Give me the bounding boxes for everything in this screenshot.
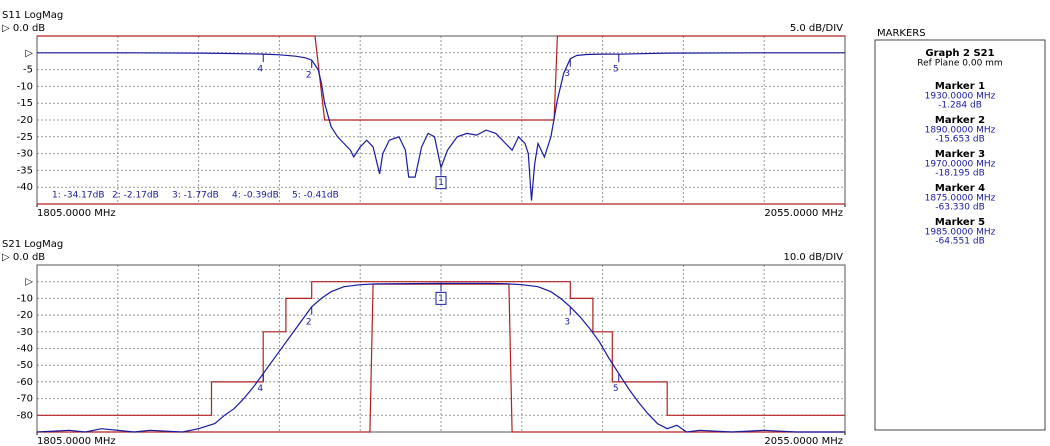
- y-tick-label: -10: [17, 293, 33, 304]
- y-tick-label: -80: [17, 410, 33, 421]
- panel-graph: Graph 2 S21: [925, 48, 994, 59]
- marker-value: -64.551 dB: [935, 237, 985, 247]
- marker-label: 4: [257, 384, 263, 394]
- reference-level: ▷ 0.0 dB: [2, 252, 45, 263]
- marker-name: Marker 3: [935, 149, 985, 160]
- panel-box: [874, 39, 1046, 431]
- marker-label: 1: [438, 294, 444, 304]
- y-tick-label: -20: [17, 115, 33, 126]
- y-tick-label: -15: [17, 98, 33, 109]
- marker-value: -63.330 dB: [935, 203, 985, 213]
- y-tick-label: -40: [17, 182, 33, 193]
- marker-label: 1: [438, 178, 444, 188]
- marker-label: 5: [613, 65, 619, 75]
- reference-level: ▷ 0.0 dB: [2, 23, 45, 34]
- marker-name: Marker 5: [935, 217, 985, 228]
- marker-label: 4: [257, 65, 263, 75]
- trace: [37, 52, 845, 201]
- y-tick-label: -60: [17, 377, 33, 388]
- marker-label: 5: [613, 384, 619, 394]
- marker-name: Marker 1: [935, 81, 985, 92]
- marker-frequency: 1970.0000 MHz: [925, 160, 996, 170]
- y-tick-label: -35: [17, 165, 33, 176]
- marker-label: 2: [306, 71, 312, 81]
- marker-box: [435, 176, 447, 190]
- y-tick-label: ▷: [25, 277, 33, 288]
- marker-frequency: 1890.0000 MHz: [925, 126, 996, 136]
- marker-value: -15.653 dB: [935, 135, 985, 145]
- panel-title: MARKERS: [877, 28, 926, 39]
- marker-readout: 2: -2.17dB: [112, 191, 159, 201]
- y-tick-label: -70: [17, 394, 33, 405]
- plot-frame: [36, 264, 846, 433]
- marker-frequency: 1930.0000 MHz: [925, 92, 996, 102]
- marker-frequency: 1875.0000 MHz: [925, 194, 996, 204]
- scale-label: 10.0 dB/DIV: [783, 252, 843, 263]
- y-tick-label: -10: [17, 81, 33, 92]
- marker-value: -18.195 dB: [935, 169, 985, 179]
- trace-title: S21 LogMag: [2, 239, 63, 250]
- trace-title: S11 LogMag: [2, 10, 63, 21]
- y-tick-label: -30: [17, 327, 33, 338]
- marker-readout: 4: -0.39dB: [232, 191, 279, 201]
- panel-ref-plane: Ref Plane 0.00 mm: [917, 59, 1002, 69]
- marker-name: Marker 4: [935, 183, 985, 194]
- marker-frequency: 1985.0000 MHz: [925, 228, 996, 238]
- y-tick-label: -5: [23, 65, 33, 76]
- scale-label: 5.0 dB/DIV: [790, 23, 843, 34]
- y-tick-label: -50: [17, 360, 33, 371]
- x-tick-label: 2055.0000 MHz: [764, 208, 843, 219]
- marker-name: Marker 2: [935, 115, 985, 126]
- marker-box: [435, 291, 447, 305]
- marker-label: 3: [564, 317, 570, 327]
- y-tick-label: ▷: [25, 48, 33, 59]
- x-tick-label: 1805.0000 MHz: [37, 208, 116, 219]
- y-tick-label: -40: [17, 344, 33, 355]
- y-tick-label: -20: [17, 310, 33, 321]
- y-tick-label: -25: [17, 132, 33, 143]
- x-tick-label: 1805.0000 MHz: [37, 436, 116, 446]
- marker-value: -1.284 dB: [938, 101, 982, 111]
- limit-line: [37, 35, 845, 121]
- marker-label: 3: [564, 69, 570, 79]
- marker-readout: 1: -34.17dB: [52, 191, 105, 201]
- marker-readout: 3: -1.77dB: [172, 191, 219, 201]
- y-tick-label: -30: [17, 149, 33, 160]
- marker-label: 2: [306, 317, 312, 327]
- x-tick-label: 2055.0000 MHz: [764, 436, 843, 446]
- marker-readout: 5: -0.41dB: [292, 191, 339, 201]
- limit-line: [37, 281, 845, 416]
